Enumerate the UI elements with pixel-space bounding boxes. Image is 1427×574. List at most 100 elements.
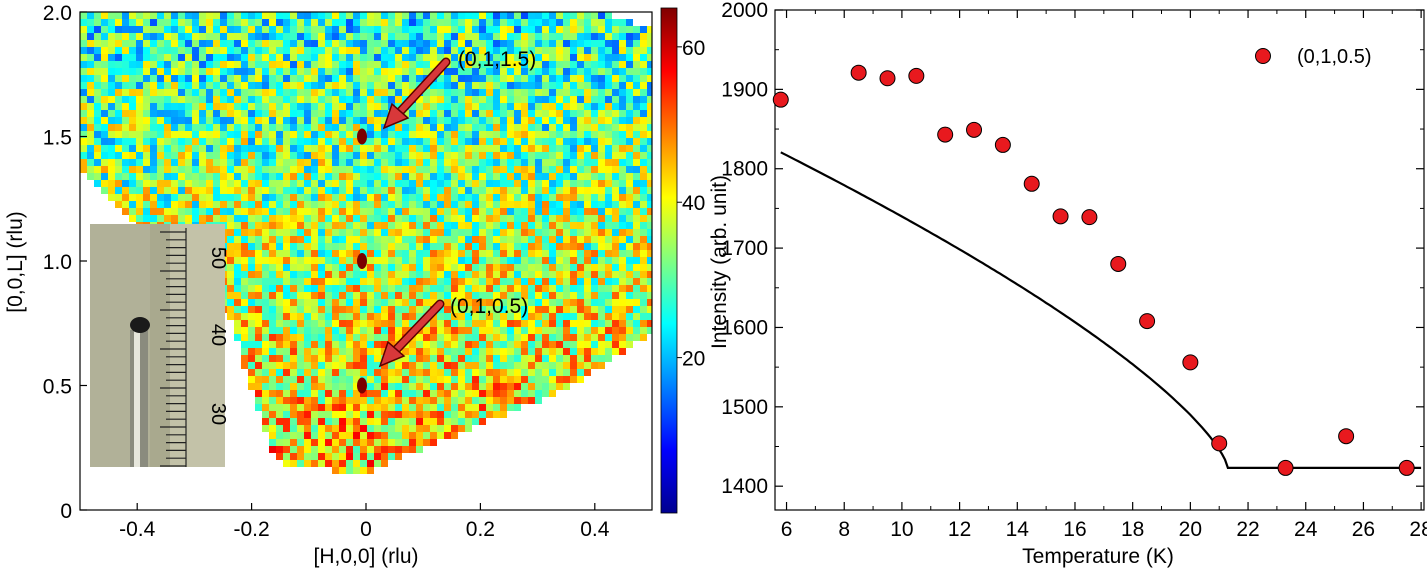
peak-marker — [357, 253, 367, 269]
heatmap-cell — [213, 145, 220, 152]
heatmap-cell — [276, 54, 283, 61]
heatmap-cell — [598, 278, 605, 285]
heatmap-cell — [465, 152, 472, 159]
heatmap-cell — [311, 145, 318, 152]
heatmap-cell — [416, 40, 423, 47]
heatmap-cell — [276, 131, 283, 138]
heatmap-cell — [535, 292, 542, 299]
heatmap-cell — [115, 68, 122, 75]
heatmap-cell — [493, 159, 500, 166]
heatmap-cell — [479, 103, 486, 110]
heatmap-cell — [381, 131, 388, 138]
heatmap-cell — [248, 348, 255, 355]
heatmap-cell — [367, 222, 374, 229]
heatmap-cell — [157, 208, 164, 215]
heatmap-cell — [402, 299, 409, 306]
heatmap-cell — [542, 257, 549, 264]
heatmap-cell — [605, 61, 612, 68]
heatmap-cell — [409, 40, 416, 47]
heatmap-cell — [395, 264, 402, 271]
heatmap-cell — [164, 89, 171, 96]
heatmap-cell — [199, 138, 206, 145]
heatmap-cell — [304, 75, 311, 82]
heatmap-cell — [633, 271, 640, 278]
heatmap-cell — [241, 320, 248, 327]
heatmap-cell — [220, 124, 227, 131]
heatmap-cell — [612, 117, 619, 124]
heatmap-cell — [290, 33, 297, 40]
heatmap-cell — [136, 68, 143, 75]
heatmap-cell — [325, 439, 332, 446]
heatmap-cell — [493, 173, 500, 180]
heatmap-cell — [479, 355, 486, 362]
heatmap-cell — [269, 96, 276, 103]
heatmap-cell — [241, 299, 248, 306]
heatmap-cell — [213, 152, 220, 159]
heatmap-cell — [549, 166, 556, 173]
heatmap-cell — [227, 82, 234, 89]
heatmap-cell — [486, 208, 493, 215]
heatmap-cell — [479, 180, 486, 187]
heatmap-cell — [605, 131, 612, 138]
heatmap-cell — [633, 201, 640, 208]
heatmap-cell — [269, 215, 276, 222]
heatmap-cell — [647, 117, 652, 124]
heatmap-cell — [423, 117, 430, 124]
heatmap-cell — [535, 194, 542, 201]
heatmap-cell — [612, 313, 619, 320]
heatmap-cell — [325, 376, 332, 383]
heatmap-cell — [262, 159, 269, 166]
heatmap-cell — [633, 285, 640, 292]
heatmap-cell — [493, 194, 500, 201]
heatmap-cell — [269, 348, 276, 355]
heatmap-cell — [584, 40, 591, 47]
heatmap-cell — [178, 47, 185, 54]
heatmap-cell — [136, 194, 143, 201]
heatmap-cell — [353, 208, 360, 215]
heatmap-cell — [423, 12, 430, 19]
heatmap-cell — [332, 215, 339, 222]
heatmap-cell — [262, 40, 269, 47]
heatmap-cell — [374, 243, 381, 250]
heatmap-cell — [640, 250, 647, 257]
heatmap-cell — [535, 278, 542, 285]
heatmap-cell — [577, 313, 584, 320]
heatmap-cell — [584, 103, 591, 110]
heatmap-cell — [521, 376, 528, 383]
heatmap-cell — [563, 12, 570, 19]
heatmap-cell — [535, 201, 542, 208]
heatmap-cell — [430, 166, 437, 173]
heatmap-cell — [129, 89, 136, 96]
heatmap-cell — [507, 180, 514, 187]
heatmap-cell — [577, 250, 584, 257]
heatmap-cell — [192, 173, 199, 180]
heatmap-cell — [325, 369, 332, 376]
heatmap-cell — [612, 124, 619, 131]
heatmap-cell — [255, 166, 262, 173]
heatmap-cell — [136, 201, 143, 208]
heatmap-cell — [276, 229, 283, 236]
heatmap-cell — [234, 131, 241, 138]
heatmap-cell — [605, 138, 612, 145]
heatmap-cell — [570, 243, 577, 250]
heatmap-cell — [423, 418, 430, 425]
heatmap-cell — [535, 103, 542, 110]
heatmap-cell — [367, 75, 374, 82]
heatmap-cell — [269, 292, 276, 299]
heatmap-cell — [241, 152, 248, 159]
heatmap-cell — [276, 89, 283, 96]
heatmap-cell — [129, 215, 136, 222]
heatmap-cell — [353, 369, 360, 376]
heatmap-cell — [535, 40, 542, 47]
heatmap-cell — [444, 187, 451, 194]
heatmap-cell — [451, 313, 458, 320]
heatmap-cell — [213, 201, 220, 208]
heatmap-cell — [444, 348, 451, 355]
heatmap-cell — [129, 12, 136, 19]
heatmap-cell — [640, 292, 647, 299]
heatmap-cell — [549, 278, 556, 285]
heatmap-cell — [276, 411, 283, 418]
heatmap-cell — [101, 103, 108, 110]
heatmap-cell — [255, 82, 262, 89]
heatmap-cell — [458, 19, 465, 26]
